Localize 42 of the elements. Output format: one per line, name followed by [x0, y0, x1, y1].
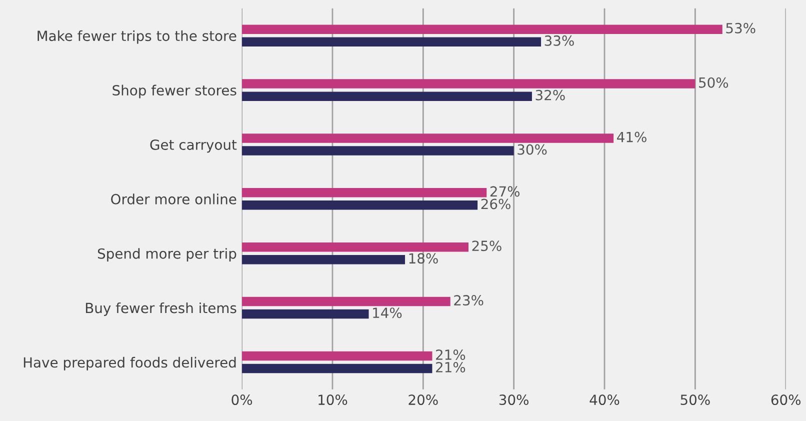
x-tick-label: 40% — [590, 394, 620, 406]
y-tick-label: Shop fewer stores — [112, 84, 236, 98]
data-label: 50% — [699, 77, 728, 88]
x-tick-label: 10% — [318, 394, 348, 406]
data-label: 30% — [518, 144, 547, 155]
bar — [242, 146, 514, 156]
data-label: 27% — [490, 186, 520, 197]
bar — [242, 200, 478, 210]
data-label: 14% — [373, 308, 402, 318]
data-label: 21% — [436, 349, 466, 360]
bar — [242, 364, 432, 374]
bar — [242, 242, 468, 252]
data-label: 33% — [544, 35, 574, 46]
bar — [242, 254, 406, 264]
bar — [242, 92, 532, 101]
y-tick-label: Make fewer trips to the store — [38, 30, 236, 44]
bar — [242, 309, 369, 319]
bar — [242, 296, 450, 306]
data-label: 53% — [726, 22, 756, 34]
data-label: 41% — [617, 132, 646, 142]
data-label: 23% — [454, 295, 484, 306]
bar — [242, 188, 487, 198]
bar — [242, 24, 722, 34]
y-tick-label: Get carryout — [150, 139, 237, 153]
x-tick-label: 60% — [771, 394, 801, 406]
bar — [242, 37, 542, 47]
data-label: 21% — [436, 362, 466, 372]
y-tick-label: Have prepared foods delivered — [24, 356, 236, 370]
data-label: 26% — [481, 198, 510, 210]
bar — [242, 79, 696, 88]
bar — [242, 134, 614, 143]
y-tick-label: Spend more per trip — [98, 248, 236, 262]
data-label: 25% — [472, 240, 502, 252]
data-label: 18% — [409, 253, 438, 264]
y-tick-label: Buy fewer fresh items — [86, 302, 236, 316]
data-label: 32% — [536, 90, 565, 100]
x-tick-label: 20% — [408, 394, 438, 406]
x-tick-label: 50% — [680, 394, 710, 406]
x-tick-label: 30% — [499, 394, 528, 406]
x-tick-label: 0% — [232, 394, 252, 406]
y-tick-label: Order more online — [111, 194, 236, 204]
bar — [242, 351, 432, 361]
